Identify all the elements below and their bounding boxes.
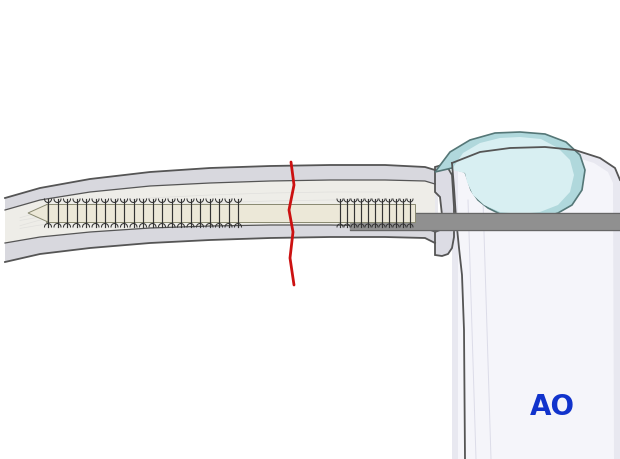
Polygon shape xyxy=(5,180,435,243)
Polygon shape xyxy=(435,165,454,256)
Polygon shape xyxy=(458,153,614,459)
Polygon shape xyxy=(5,165,438,262)
Polygon shape xyxy=(435,132,585,218)
Text: AO: AO xyxy=(530,393,575,421)
Polygon shape xyxy=(5,225,438,262)
Polygon shape xyxy=(28,204,48,222)
Polygon shape xyxy=(450,137,574,214)
Polygon shape xyxy=(46,204,415,222)
Polygon shape xyxy=(5,165,438,210)
Polygon shape xyxy=(452,147,620,459)
